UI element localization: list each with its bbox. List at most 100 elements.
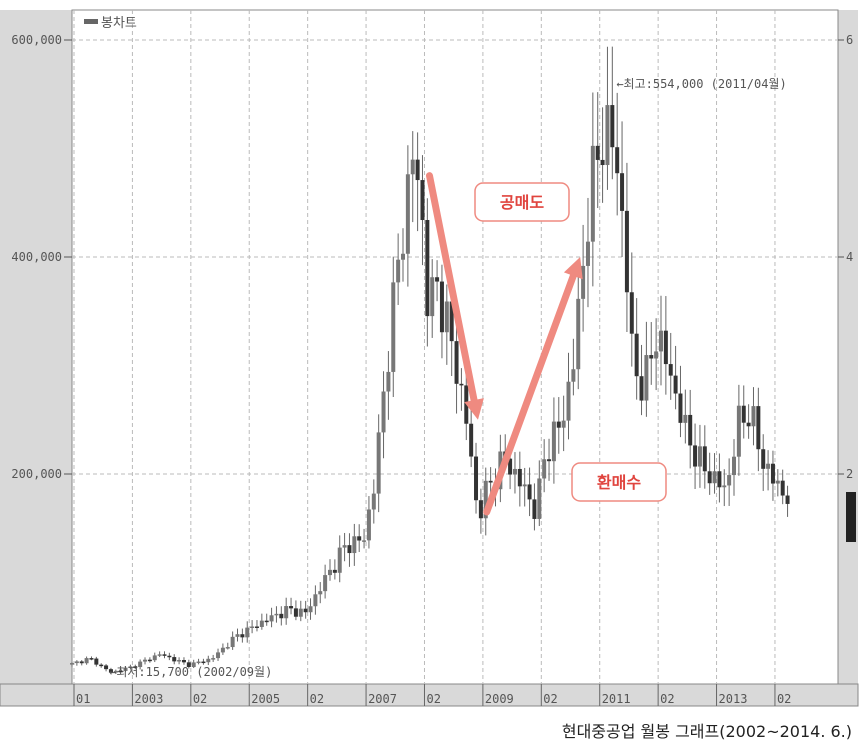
candle-body: [707, 471, 712, 484]
right-tick-label: 4: [846, 250, 853, 264]
candle-body: [138, 661, 143, 668]
candle-body: [556, 421, 561, 428]
candle-body: [352, 536, 357, 554]
grid-vertical: [73, 10, 776, 684]
buyback-arrow: [483, 272, 577, 516]
candle-body: [381, 391, 386, 433]
candle-body: [722, 485, 727, 488]
candle-body: [206, 658, 211, 663]
candle-body: [566, 381, 571, 421]
x-tick-label: 2005: [251, 692, 280, 706]
candle-body: [474, 456, 479, 501]
candle-body: [527, 484, 532, 500]
candle-body: [581, 265, 586, 299]
x-tick-label: 2009: [485, 692, 514, 706]
candle-body: [775, 480, 780, 484]
candle-body: [629, 292, 634, 334]
candle-body: [347, 545, 352, 554]
candle-body: [459, 383, 464, 386]
candle-body: [542, 459, 547, 479]
candle-body: [780, 480, 785, 496]
candle-body: [376, 432, 381, 494]
candle-body: [697, 446, 702, 467]
candle-body: [279, 613, 284, 619]
candle-body: [152, 655, 157, 661]
short-sell-label: 공매도: [500, 193, 544, 212]
candle-body: [683, 414, 688, 423]
buyback-arrow-head: [563, 257, 583, 280]
legend-label: 봉차트: [101, 16, 137, 31]
candle-body: [624, 210, 629, 293]
short-sell-label-box: [474, 182, 570, 222]
callouts: 공매도 환매수: [425, 172, 667, 516]
candle-body: [488, 480, 493, 483]
candle-body: [293, 608, 298, 617]
candle-body: [284, 606, 289, 619]
candle-body: [785, 495, 790, 504]
candle-body: [172, 657, 177, 662]
x-tick-label: 02: [193, 692, 207, 706]
candle-body: [435, 277, 440, 282]
candle-body: [254, 626, 259, 628]
candle-body: [327, 569, 332, 576]
candle-body: [444, 301, 449, 333]
candle-body: [269, 615, 274, 622]
candle-body: [537, 478, 542, 519]
candle-body: [761, 449, 766, 469]
candle-body: [517, 468, 522, 487]
x-axis-ticks: 01 2003 02 2005 02 2007 02 2009 02 2011 02 2013 02: [73, 684, 791, 706]
candle-body: [186, 662, 191, 668]
candle-body: [658, 330, 663, 352]
short-sell-arrow: [425, 172, 478, 404]
candle-body: [323, 575, 328, 592]
legend-swatch: [84, 19, 98, 24]
candle-body: [732, 456, 737, 476]
candle-body: [615, 147, 620, 174]
high-annotation: ←최고:554,000 (2011/04월): [616, 77, 786, 91]
candle-body: [571, 369, 576, 382]
candle-body: [678, 393, 683, 423]
candle-body: [420, 180, 425, 221]
candle-body: [766, 463, 771, 469]
candle-body: [362, 540, 367, 542]
candle-body: [702, 446, 707, 472]
x-tick-label: 01: [76, 692, 90, 706]
candle-body: [79, 661, 84, 664]
y-tick-label: 600,000: [11, 33, 62, 47]
candle-body: [649, 355, 654, 359]
candle-body: [342, 545, 347, 548]
candle-body: [104, 665, 109, 670]
candle-body: [410, 159, 415, 175]
candle-body: [201, 661, 206, 664]
candle-body: [191, 662, 196, 668]
candle-body: [585, 241, 590, 266]
y-tick-label: 200,000: [11, 467, 62, 481]
candle-body: [147, 659, 152, 662]
candle-body: [401, 253, 406, 260]
candle-body: [70, 663, 74, 665]
candle-body: [391, 282, 396, 372]
candle-body: [522, 484, 527, 487]
candle-body: [449, 301, 454, 342]
candle-body: [366, 509, 371, 541]
candle-body: [663, 330, 668, 365]
candle-body: [673, 375, 678, 394]
candle-body: [620, 173, 625, 211]
candle-body: [483, 480, 488, 519]
candle-body: [425, 220, 430, 317]
candle-body: [512, 468, 517, 475]
candle-body: [74, 661, 79, 664]
candle-body: [634, 333, 639, 377]
scroll-indicator[interactable]: [846, 492, 856, 542]
right-axis-panel: [838, 10, 858, 684]
candle-body: [250, 626, 255, 628]
candle-body: [240, 634, 245, 638]
candle-body: [547, 459, 552, 462]
left-axis-panel: [0, 10, 72, 684]
candle-body: [89, 658, 94, 660]
candle-body: [590, 145, 595, 242]
candle-body: [162, 654, 167, 656]
candle-body: [113, 670, 118, 673]
candle-body: [415, 159, 420, 181]
